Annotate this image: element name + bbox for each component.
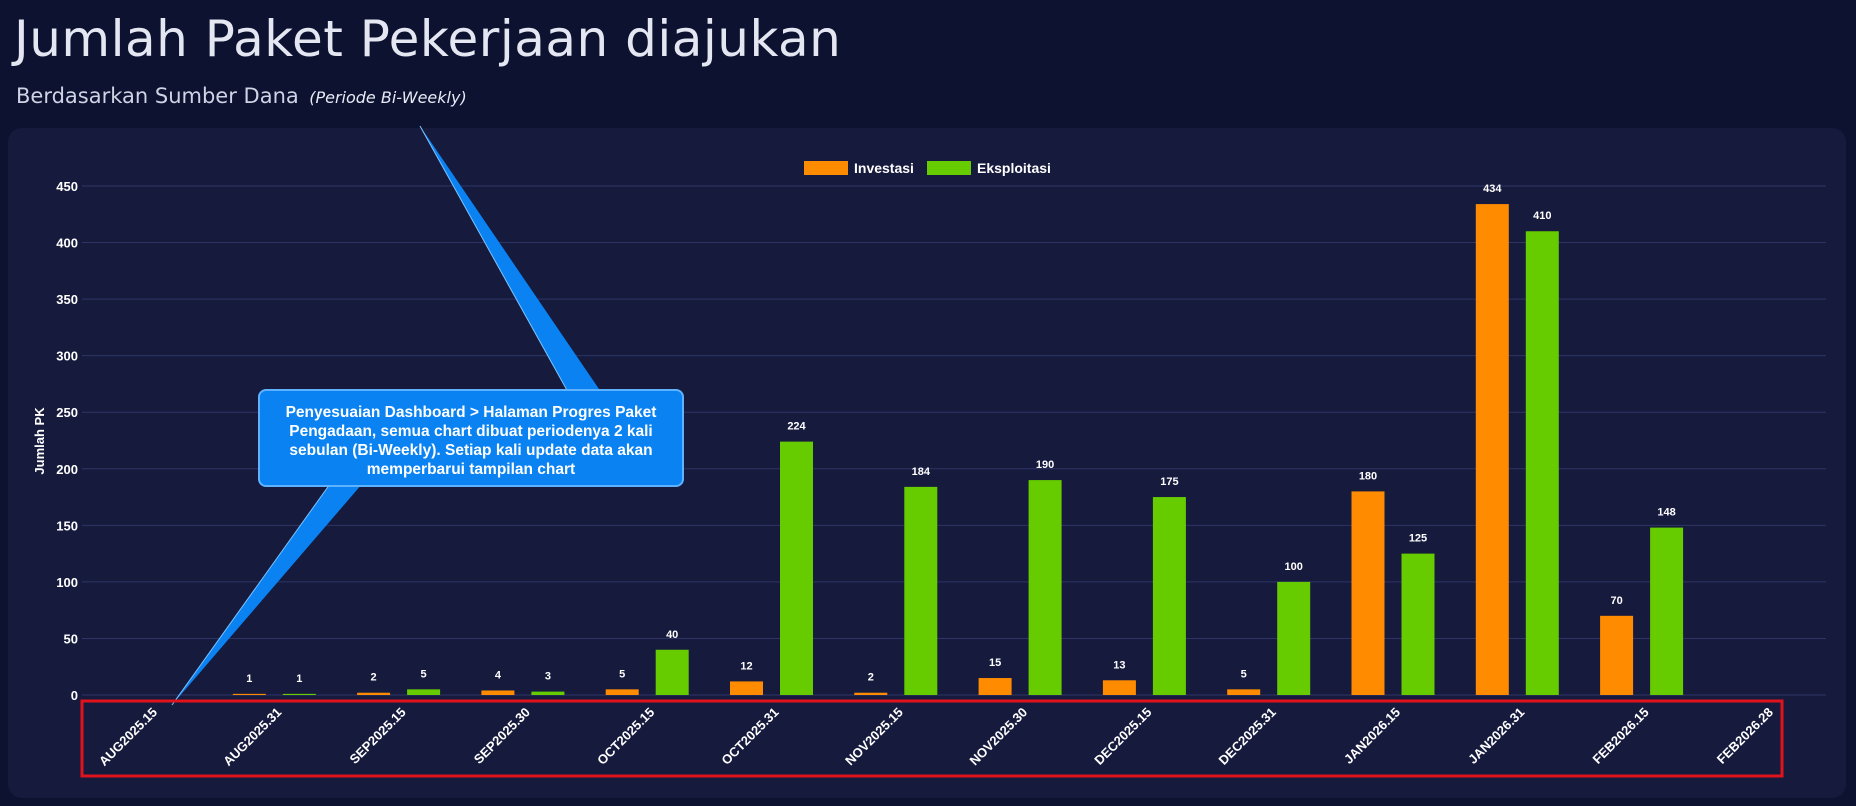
x-tick-label: FEB2026.15 xyxy=(1589,705,1651,767)
annotation-callout: Penyesuaian Dashboard > Halaman Progres … xyxy=(258,389,684,487)
legend-swatch-eksploitasi[interactable] xyxy=(927,161,971,175)
y-tick-label: 250 xyxy=(56,405,78,420)
bar-investasi-feb2026.15[interactable] xyxy=(1600,615,1634,695)
data-label: 2 xyxy=(868,672,874,684)
x-tick-label: DEC2025.15 xyxy=(1091,705,1154,768)
data-label: 70 xyxy=(1610,595,1622,607)
y-tick-label: 350 xyxy=(56,292,78,307)
x-tick-label: SEP2025.15 xyxy=(346,705,408,767)
x-tick-label: OCT2025.15 xyxy=(594,705,657,768)
subtitle: Berdasarkan Sumber Dana xyxy=(16,84,299,108)
x-tick-label: AUG2025.15 xyxy=(96,705,160,769)
bar-investasi-sep2025.15[interactable] xyxy=(357,692,391,695)
bar-eksploitasi-nov2025.30[interactable] xyxy=(1028,480,1062,695)
data-label: 100 xyxy=(1285,561,1303,573)
data-label: 2 xyxy=(371,672,377,684)
period-label: (Periode Bi-Weekly) xyxy=(309,88,467,107)
y-axis-label: Jumlah PK xyxy=(32,407,47,475)
callout-pointer-bottom-edge xyxy=(171,483,331,706)
y-tick-label: 0 xyxy=(71,688,78,703)
bar-investasi-aug2025.31[interactable] xyxy=(232,693,266,695)
bar-investasi-jan2026.15[interactable] xyxy=(1351,491,1385,695)
label-layer: 1 1 2 5 4 3 5401222421841519013175510018012543… xyxy=(246,183,1676,685)
legend-label-investasi[interactable]: Investasi xyxy=(854,160,914,176)
bar-eksploitasi-aug2025.31[interactable] xyxy=(282,693,316,695)
bar-eksploitasi-dec2025.15[interactable] xyxy=(1152,497,1186,695)
bar-layer xyxy=(232,204,1684,695)
bar-investasi-sep2025.30[interactable] xyxy=(481,690,515,695)
data-label: 3 xyxy=(545,671,551,683)
data-label: 5 xyxy=(1241,668,1247,680)
data-label: 15 xyxy=(989,657,1001,669)
bar-eksploitasi-sep2025.15[interactable] xyxy=(407,689,441,695)
x-tick-label: AUG2025.31 xyxy=(220,705,284,769)
x-tick-label: NOV2025.15 xyxy=(842,705,906,769)
data-label: 190 xyxy=(1036,459,1054,471)
x-tick-label: SEP2025.30 xyxy=(471,705,533,767)
data-label: 1 xyxy=(246,673,252,685)
data-label: 40 xyxy=(666,629,678,641)
subtitle-row: Berdasarkan Sumber Dana (Periode Bi-Week… xyxy=(16,84,467,108)
callout-pointer-top xyxy=(420,126,601,392)
data-label: 125 xyxy=(1409,533,1427,545)
bar-investasi-dec2025.31[interactable] xyxy=(1227,689,1261,695)
y-tick-label: 450 xyxy=(56,179,78,194)
data-label: 4 xyxy=(495,669,502,681)
data-label: 148 xyxy=(1657,507,1675,519)
x-axis-highlight-box xyxy=(80,699,1784,778)
data-label: 1 xyxy=(296,673,302,685)
x-tick-label: NOV2025.30 xyxy=(966,705,1030,769)
x-tick-label: JAN2026.15 xyxy=(1341,705,1403,767)
bar-eksploitasi-oct2025.31[interactable] xyxy=(780,441,813,695)
bar-eksploitasi-jan2026.31[interactable] xyxy=(1525,231,1559,695)
data-label: 410 xyxy=(1533,210,1551,222)
y-tick-label: 300 xyxy=(56,349,78,364)
y-tick-label: 100 xyxy=(56,575,78,590)
x-tick-label: OCT2025.31 xyxy=(718,705,781,768)
data-label: 5 xyxy=(421,668,427,680)
x-tick-label: FEB2026.28 xyxy=(1714,705,1776,767)
page-title: Jumlah Paket Pekerjaan diajukan xyxy=(14,10,842,68)
bar-investasi-oct2025.15[interactable] xyxy=(605,689,639,695)
x-tick-label: DEC2025.31 xyxy=(1216,705,1279,768)
data-label: 180 xyxy=(1359,470,1377,482)
callout-pointer-top-edge xyxy=(419,125,569,393)
bar-eksploitasi-nov2025.15[interactable] xyxy=(904,486,938,695)
bar-investasi-jan2026.31[interactable] xyxy=(1475,204,1509,695)
x-tick-label: JAN2026.31 xyxy=(1465,705,1527,767)
data-label: 175 xyxy=(1160,476,1178,488)
bar-eksploitasi-feb2026.15[interactable] xyxy=(1650,527,1684,695)
bar-eksploitasi-oct2025.15[interactable] xyxy=(655,649,689,695)
bar-investasi-oct2025.31[interactable] xyxy=(730,681,763,695)
data-label: 224 xyxy=(787,421,806,433)
y-tick-label: 50 xyxy=(64,631,78,646)
bar-eksploitasi-sep2025.30[interactable] xyxy=(531,691,565,695)
y-tick-label: 150 xyxy=(56,518,78,533)
data-label: 434 xyxy=(1483,183,1502,195)
data-label: 184 xyxy=(912,466,931,478)
callout-pointer-bottom xyxy=(172,484,362,705)
y-tick-label: 400 xyxy=(56,236,78,251)
bar-eksploitasi-dec2025.31[interactable] xyxy=(1277,581,1311,695)
legend[interactable]: Investasi Eksploitasi xyxy=(804,160,1051,176)
legend-label-eksploitasi[interactable]: Eksploitasi xyxy=(977,160,1051,176)
bar-eksploitasi-jan2026.15[interactable] xyxy=(1401,553,1435,695)
data-label: 12 xyxy=(740,660,752,672)
y-tick-label: 200 xyxy=(56,462,78,477)
bar-investasi-dec2025.15[interactable] xyxy=(1102,680,1136,695)
data-label: 13 xyxy=(1113,659,1125,671)
bar-investasi-nov2025.15[interactable] xyxy=(854,692,888,695)
data-label: 5 xyxy=(619,668,625,680)
bar-investasi-nov2025.30[interactable] xyxy=(978,678,1012,695)
legend-swatch-investasi[interactable] xyxy=(804,161,848,175)
